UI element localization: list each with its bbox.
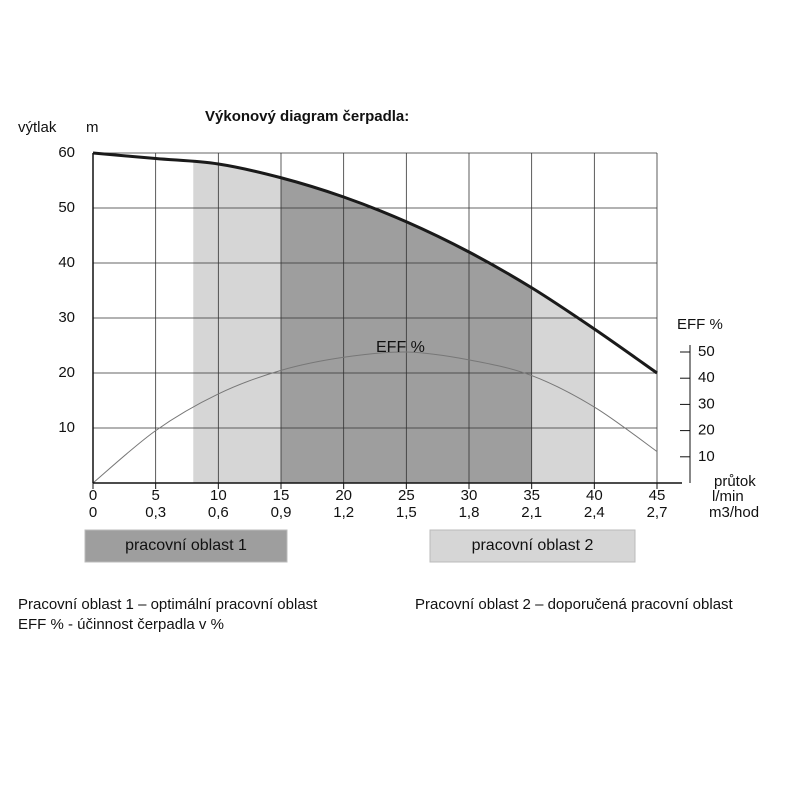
y2-tick-label: 50 xyxy=(698,343,715,360)
chart-title: Výkonový diagram čerpadla: xyxy=(205,108,409,125)
line xyxy=(92,351,658,484)
grid-layer: 0 5 10 15 20 25 30 35 40 45 0 0,3 0,6 0,9 1,2 1,5 1,8 2,1… xyxy=(58,144,714,521)
x-tick-label: 10 xyxy=(210,487,227,504)
curve-annotation: EFF % xyxy=(376,339,425,356)
x2-tick-label: 2,7 xyxy=(647,504,668,521)
x2-tick-label: 0 xyxy=(89,504,97,521)
y2-tick-label: 20 xyxy=(698,422,715,439)
legend-swatch xyxy=(84,529,288,563)
legend-label: pracovní oblast 2 xyxy=(472,537,594,554)
y2-tick-label: 40 xyxy=(698,369,715,386)
line-layer xyxy=(92,151,658,484)
legend-label: pracovní oblast 1 xyxy=(125,537,247,554)
x-tick-label: 40 xyxy=(586,487,603,504)
y-axis-unit: m xyxy=(86,119,99,136)
y2-axis-label: EFF % xyxy=(677,316,723,333)
y-tick-label: 60 xyxy=(58,144,75,161)
legend-swatch xyxy=(429,529,636,563)
y-tick-label: 20 xyxy=(58,364,75,381)
line xyxy=(92,151,658,375)
y-tick-label: 10 xyxy=(58,419,75,436)
y-tick-label: 50 xyxy=(58,199,75,216)
x2-tick-label: 0,3 xyxy=(145,504,166,521)
y-axis-label: výtlak xyxy=(18,119,57,136)
x-tick-label: 20 xyxy=(335,487,352,504)
x-tick-label: 0 xyxy=(89,487,97,504)
x-tick-label: 30 xyxy=(461,487,478,504)
y-tick-label: 40 xyxy=(58,254,75,271)
x2-tick-label: 2,4 xyxy=(584,504,605,521)
x-tick-label: 25 xyxy=(398,487,415,504)
x2-tick-label: 0,9 xyxy=(271,504,292,521)
note: EFF % - účinnost čerpadla v % xyxy=(18,616,224,633)
x2-tick-label: 1,5 xyxy=(396,504,417,521)
x2-tick-label: 0,6 xyxy=(208,504,229,521)
note: Pracovní oblast 2 – doporučená pracovní … xyxy=(415,596,734,613)
x-axis-unit: l/min xyxy=(712,488,744,505)
note: Pracovní oblast 1 – optimální pracovní o… xyxy=(18,596,318,613)
x2-tick-label: 1,8 xyxy=(459,504,480,521)
x2-tick-label: 1,2 xyxy=(333,504,354,521)
x-axis-label: průtok xyxy=(714,473,756,490)
x-tick-label: 45 xyxy=(649,487,666,504)
x-tick-label: 15 xyxy=(273,487,290,504)
x-tick-label: 5 xyxy=(151,487,159,504)
y2-tick-label: 10 xyxy=(698,448,715,465)
y-tick-label: 30 xyxy=(58,309,75,326)
x2-tick-label: 2,1 xyxy=(521,504,542,521)
x-tick-label: 35 xyxy=(523,487,540,504)
x2-axis-unit: m3/hod xyxy=(709,504,759,521)
y2-tick-label: 30 xyxy=(698,395,715,412)
